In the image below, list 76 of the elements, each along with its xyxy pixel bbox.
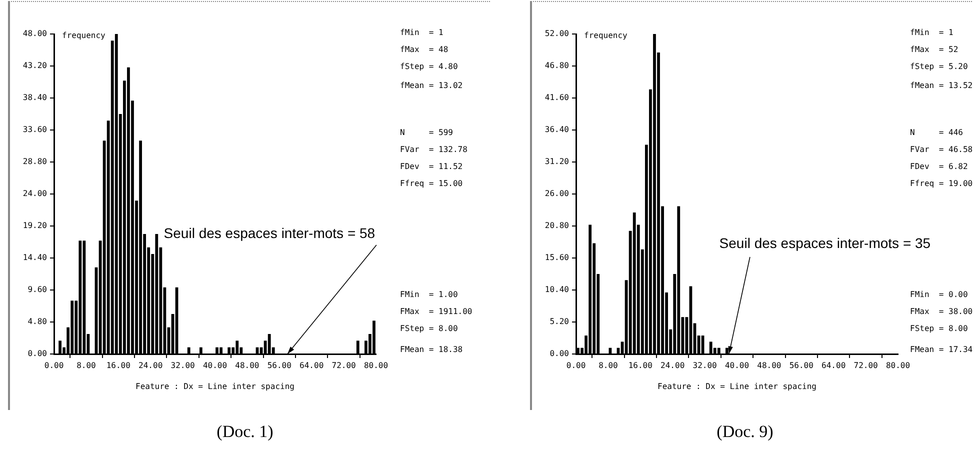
text: FDev = 11.52 <box>400 162 463 172</box>
text: fMax = 52 <box>910 45 958 55</box>
text: FStep = 8.00 <box>400 324 458 334</box>
x-tick-label: 32.00 <box>170 360 196 370</box>
text: fMin = 1 <box>400 28 444 38</box>
y-tick-label: 26.00 <box>544 189 570 198</box>
y-tick-label: 38.40 <box>22 93 48 102</box>
y-tick-label: 10.40 <box>544 285 570 294</box>
x-tick-label: 80.00 <box>886 360 910 370</box>
y-tick-label: 52.00 <box>544 29 570 38</box>
y-tick-label: 15.60 <box>544 253 570 262</box>
x-tick-label: 56.00 <box>789 360 814 370</box>
y-axis-title: frequency <box>62 31 106 40</box>
y-tick-label: 0.00 <box>550 349 570 358</box>
y-tick-label: 9.60 <box>28 285 48 294</box>
x-tick-label: 16.00 <box>106 360 131 370</box>
x-tick-label: 32.00 <box>692 360 718 370</box>
y-tick-label: 43.20 <box>22 61 48 70</box>
y-tick-label: 41.60 <box>544 93 570 102</box>
text: FMax = 1911.00 <box>400 307 472 317</box>
annotation: Seuil des espaces inter-mots = 58 <box>164 224 376 241</box>
text: FMin = 0.00 <box>910 290 968 300</box>
x-tick-label: 8.00 <box>76 360 96 370</box>
x-tick-label: 40.00 <box>202 360 228 370</box>
x-tick-label: 0.00 <box>44 360 64 370</box>
text: FVar = 132.78 <box>400 145 468 155</box>
text: (Doc. 1) <box>216 422 274 442</box>
text: fStep = 5.20 <box>910 62 968 72</box>
y-tick-label: 4.80 <box>28 317 48 326</box>
x-tick-label: 48.00 <box>235 360 260 370</box>
x-tick-label: 24.00 <box>138 360 163 370</box>
y-tick-label: 24.00 <box>22 189 48 198</box>
x-tick-label: 40.00 <box>724 360 750 370</box>
x-tick-label: 72.00 <box>854 360 878 370</box>
y-axis-title: frequency <box>584 31 628 40</box>
text: fMax = 48 <box>400 45 448 55</box>
x-tick-label: 64.00 <box>300 360 324 370</box>
text: fStep = 4.80 <box>400 62 458 72</box>
text: FMean = 17.34 <box>910 345 973 355</box>
y-tick-label: 5.20 <box>550 317 570 326</box>
x-tick-label: 80.00 <box>364 360 388 370</box>
x-tick-label: 72.00 <box>332 360 356 370</box>
text: FMax = 38.00 <box>910 307 973 317</box>
text: N = 446 <box>910 128 963 138</box>
x-axis-title: Feature : Dx = Line inter spacing <box>656 382 818 391</box>
y-tick-label: 33.60 <box>22 125 48 134</box>
text: FMin = 1.00 <box>400 290 458 300</box>
y-tick-label: 46.80 <box>544 61 570 70</box>
text: FMean = 18.38 <box>400 345 463 355</box>
text: FVar = 46.58 <box>910 145 973 155</box>
x-tick-label: 64.00 <box>822 360 846 370</box>
y-tick-label: 31.20 <box>544 157 570 166</box>
text: fMean = 13.02 <box>400 81 463 91</box>
x-tick-label: 8.00 <box>598 360 618 370</box>
x-tick-label: 16.00 <box>628 360 653 370</box>
text: FStep = 8.00 <box>910 324 968 334</box>
y-tick-label: 20.80 <box>544 221 570 230</box>
x-axis-title: Feature : Dx = Line inter spacing <box>134 382 296 391</box>
text: Ffreq = 15.00 <box>400 179 463 189</box>
y-tick-label: 0.00 <box>28 349 48 358</box>
x-tick-label: 48.00 <box>757 360 782 370</box>
x-tick-label: 24.00 <box>660 360 685 370</box>
annotation: Seuil des espaces inter-mots = 35 <box>719 234 931 251</box>
x-tick-label: 0.00 <box>566 360 586 370</box>
x-tick-label: 56.00 <box>267 360 292 370</box>
y-tick-label: 28.80 <box>22 157 48 166</box>
text: Ffreq = 19.00 <box>910 179 973 189</box>
text: (Doc. 9) <box>716 422 774 442</box>
text: fMean = 13.52 <box>910 81 973 91</box>
text: fMin = 1 <box>910 28 954 38</box>
y-tick-label: 14.40 <box>22 253 48 262</box>
text: FDev = 6.82 <box>910 162 968 172</box>
y-tick-label: 19.20 <box>22 221 48 230</box>
text: N = 599 <box>400 128 453 138</box>
y-tick-label: 48.00 <box>22 29 48 38</box>
y-tick-label: 36.40 <box>544 125 570 134</box>
